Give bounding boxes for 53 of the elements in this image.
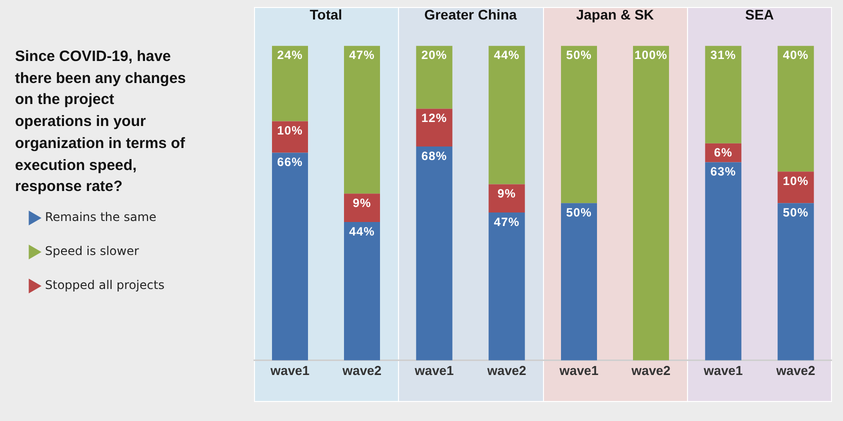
data-label: 100% (634, 48, 668, 62)
chart-title: Greater China (424, 6, 518, 22)
legend-label: Remains the same (45, 210, 156, 224)
data-label: 47% (349, 48, 375, 62)
bar (416, 146, 452, 360)
x-tick-label: wave1 (269, 362, 310, 378)
bar (488, 212, 525, 360)
bar (416, 46, 452, 109)
data-label: 47% (494, 214, 520, 229)
bar (272, 46, 308, 122)
data-label: 10% (782, 174, 809, 188)
data-label: 50% (566, 48, 592, 62)
bar (778, 46, 814, 172)
data-label: 6% (714, 146, 733, 160)
text: Since COVID-19, have there been any changes on the project operations in your organization in terms of execution speed, response rate? (15, 47, 187, 198)
bar (778, 172, 814, 204)
data-label: 10% (277, 124, 303, 138)
bar (344, 222, 380, 360)
bar (272, 152, 308, 360)
data-label: 31% (710, 48, 736, 62)
bar (344, 194, 380, 222)
x-tick-label: wave2 (630, 362, 671, 378)
bar (416, 108, 452, 146)
legend-label: Stopped all projects (45, 278, 164, 292)
data-label: 24% (277, 48, 303, 62)
x-tick-label: wave1 (558, 362, 599, 378)
x-tick-label: wave2 (486, 362, 526, 378)
data-label: 66% (277, 155, 303, 170)
data-label: 20% (421, 48, 448, 62)
bar (344, 46, 380, 194)
bar (705, 46, 742, 144)
data-label: 40% (782, 48, 809, 62)
chart-title: Japan & SK (576, 6, 654, 22)
x-tick-label: wave1 (702, 362, 743, 378)
data-label: 44% (494, 48, 520, 62)
data-label: 9% (497, 186, 516, 201)
x-tick-label: wave2 (775, 362, 816, 378)
legend-label: Speed is slower (45, 244, 139, 258)
data-label: 50% (782, 205, 809, 220)
data-label: 63% (710, 164, 736, 179)
chart-title: Total (310, 6, 342, 22)
bar (778, 203, 814, 360)
chart-title: SEA (745, 6, 774, 22)
x-tick-label: wave2 (341, 362, 382, 378)
data-label: 9% (352, 196, 372, 210)
data-label: 12% (421, 111, 448, 126)
data-label: 44% (349, 224, 375, 238)
x-tick-label: wave1 (414, 362, 454, 378)
data-label: 50% (566, 205, 592, 220)
data-label: 68% (421, 148, 448, 163)
bar (705, 162, 742, 360)
bar (488, 184, 525, 213)
bar (488, 46, 525, 184)
